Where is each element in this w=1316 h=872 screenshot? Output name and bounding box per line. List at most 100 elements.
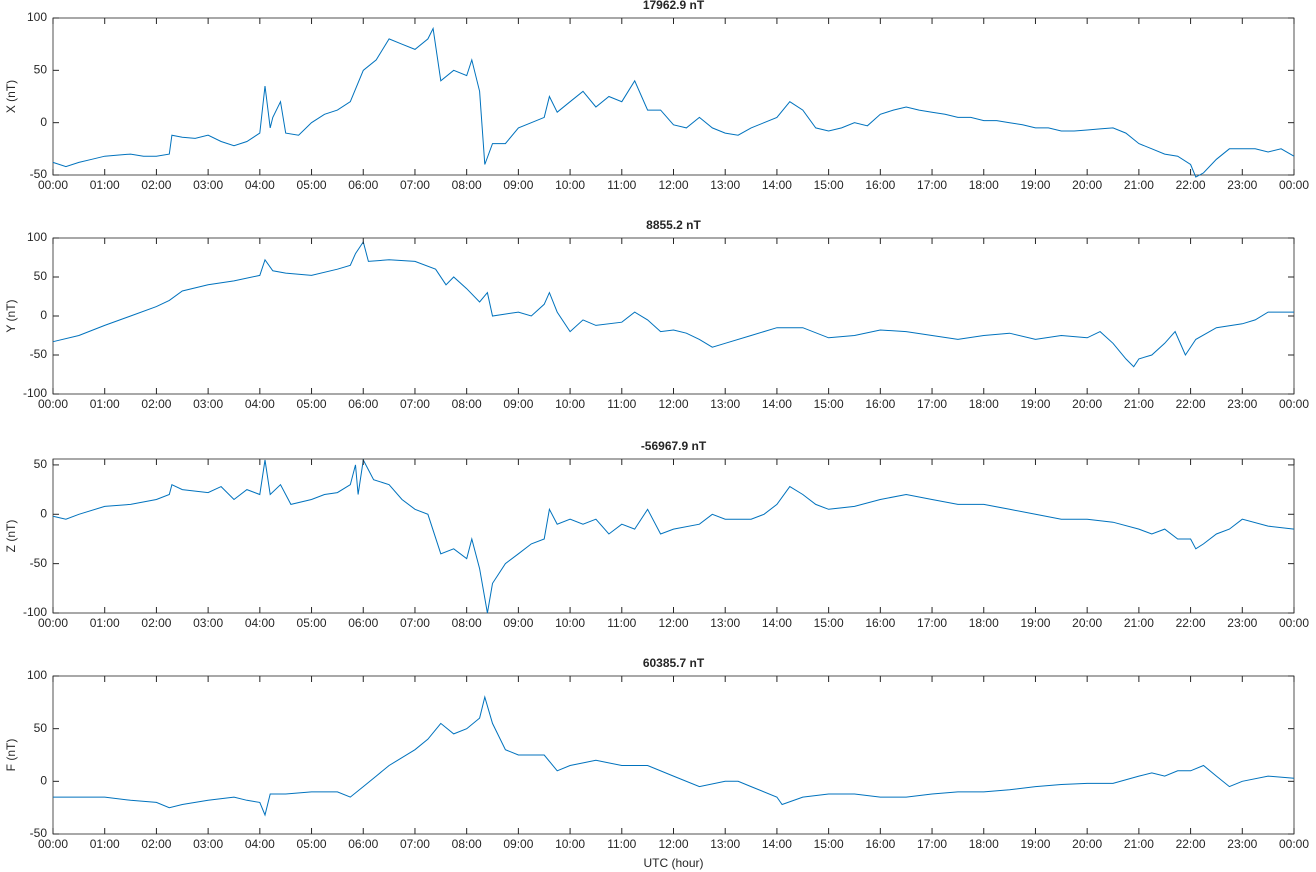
x-tick-label: 17:00 bbox=[917, 397, 947, 411]
y-tick-label: -50 bbox=[30, 347, 48, 361]
x-tick-label: 00:00 bbox=[38, 837, 68, 851]
x-tick-label: 01:00 bbox=[90, 837, 120, 851]
x-tick-label: 13:00 bbox=[710, 178, 740, 192]
x-tick-label: 22:00 bbox=[1176, 837, 1206, 851]
y-tick-label: 0 bbox=[40, 506, 47, 520]
x-tick-label: 15:00 bbox=[814, 837, 844, 851]
x-tick-label: 15:00 bbox=[814, 616, 844, 630]
x-tick-label: 05:00 bbox=[297, 397, 327, 411]
chart-title: 8855.2 nT bbox=[646, 218, 701, 232]
x-tick-label: 12:00 bbox=[658, 397, 688, 411]
x-tick-label: 14:00 bbox=[762, 397, 792, 411]
x-tick-label: 09:00 bbox=[503, 837, 533, 851]
x-tick-label: 18:00 bbox=[969, 397, 999, 411]
x-tick-label: 08:00 bbox=[452, 616, 482, 630]
x-tick-label: 06:00 bbox=[348, 178, 378, 192]
x-tick-label: 19:00 bbox=[1020, 397, 1050, 411]
chart-title: 17962.9 nT bbox=[643, 0, 705, 12]
x-tick-label: 23:00 bbox=[1227, 397, 1257, 411]
y-tick-label: 50 bbox=[34, 457, 48, 471]
y-tick-label: 0 bbox=[40, 774, 47, 788]
x-tick-label: 15:00 bbox=[814, 397, 844, 411]
y-tick-label: 50 bbox=[34, 721, 48, 735]
x-tick-label: 02:00 bbox=[141, 837, 171, 851]
x-tick-label: 22:00 bbox=[1176, 616, 1206, 630]
x-tick-label: 18:00 bbox=[969, 837, 999, 851]
y-tick-label: 0 bbox=[40, 115, 47, 129]
x-tick-label: 11:00 bbox=[607, 616, 636, 630]
x-tick-label: 14:00 bbox=[762, 616, 792, 630]
x-tick-label: 01:00 bbox=[90, 178, 120, 192]
x-tick-label: 03:00 bbox=[193, 616, 223, 630]
x-tick-label: 04:00 bbox=[245, 397, 275, 411]
x-tick-label: 20:00 bbox=[1072, 397, 1102, 411]
x-tick-label: 23:00 bbox=[1227, 837, 1257, 851]
y-tick-label: -100 bbox=[23, 605, 47, 619]
axes-box bbox=[52, 458, 1295, 614]
x-tick-label: 09:00 bbox=[503, 397, 533, 411]
axes-box bbox=[52, 675, 1295, 835]
x-tick-label: 10:00 bbox=[555, 837, 585, 851]
x-tick-label: 05:00 bbox=[297, 178, 327, 192]
x-tick-label: 14:00 bbox=[762, 837, 792, 851]
x-tick-label: 04:00 bbox=[245, 837, 275, 851]
x-tick-label: 10:00 bbox=[555, 616, 585, 630]
axes-box bbox=[52, 237, 1295, 395]
y-axis-label: Z (nT) bbox=[4, 520, 18, 553]
x-tick-label: 11:00 bbox=[607, 397, 636, 411]
chart-title: 60385.7 nT bbox=[643, 656, 705, 670]
x-tick-label: 21:00 bbox=[1124, 178, 1154, 192]
x-tick-label: 05:00 bbox=[297, 616, 327, 630]
x-tick-label: 09:00 bbox=[503, 178, 533, 192]
x-tick-label: 22:00 bbox=[1176, 397, 1206, 411]
y-tick-label: 50 bbox=[34, 269, 48, 283]
x-tick-label: 07:00 bbox=[400, 616, 430, 630]
x-tick-label: 20:00 bbox=[1072, 616, 1102, 630]
x-tick-label: 03:00 bbox=[193, 837, 223, 851]
data-line bbox=[52, 240, 1294, 368]
x-tick-label: 13:00 bbox=[710, 837, 740, 851]
x-tick-label: 00:00 bbox=[1279, 616, 1309, 630]
x-tick-label: 17:00 bbox=[917, 837, 947, 851]
x-tick-label: 12:00 bbox=[658, 178, 688, 192]
x-tick-label: 00:00 bbox=[38, 616, 68, 630]
x-tick-label: 10:00 bbox=[555, 397, 585, 411]
y-tick-label: -50 bbox=[30, 826, 48, 840]
x-tick-label: 07:00 bbox=[400, 178, 430, 192]
data-line bbox=[52, 26, 1295, 178]
y-tick-label: -100 bbox=[23, 386, 47, 400]
x-tick-label: 13:00 bbox=[710, 616, 740, 630]
data-line bbox=[52, 458, 1295, 614]
axes-box bbox=[52, 17, 1295, 176]
x-tick-label: 09:00 bbox=[503, 616, 533, 630]
x-tick-label: 02:00 bbox=[141, 178, 171, 192]
x-tick-label: 23:00 bbox=[1227, 616, 1257, 630]
y-tick-label: 50 bbox=[34, 63, 48, 77]
x-tick-label: 02:00 bbox=[141, 397, 171, 411]
y-tick-label: -50 bbox=[30, 556, 48, 570]
x-tick-label: 21:00 bbox=[1124, 837, 1154, 851]
x-tick-label: 16:00 bbox=[865, 837, 895, 851]
x-tick-label: 16:00 bbox=[865, 178, 895, 192]
x-tick-label: 12:00 bbox=[658, 837, 688, 851]
x-tick-label: 22:00 bbox=[1176, 178, 1206, 192]
x-tick-label: 06:00 bbox=[348, 837, 378, 851]
y-tick-label: 100 bbox=[27, 668, 47, 682]
y-axis-label: X (nT) bbox=[4, 80, 18, 113]
y-tick-label: 100 bbox=[27, 230, 47, 244]
x-tick-label: 21:00 bbox=[1124, 397, 1154, 411]
x-tick-label: 06:00 bbox=[348, 397, 378, 411]
x-tick-label: 07:00 bbox=[400, 837, 430, 851]
x-tick-label: 16:00 bbox=[865, 397, 895, 411]
x-tick-label: 04:00 bbox=[245, 616, 275, 630]
x-tick-label: 04:00 bbox=[245, 178, 275, 192]
x-tick-label: 03:00 bbox=[193, 178, 223, 192]
x-tick-label: 21:00 bbox=[1124, 616, 1154, 630]
x-tick-label: 20:00 bbox=[1072, 178, 1102, 192]
x-tick-label: 08:00 bbox=[452, 178, 482, 192]
y-tick-label: 100 bbox=[27, 10, 47, 24]
x-tick-label: 00:00 bbox=[38, 178, 68, 192]
x-axis-label: UTC (hour) bbox=[643, 856, 703, 870]
x-tick-label: 11:00 bbox=[607, 837, 636, 851]
